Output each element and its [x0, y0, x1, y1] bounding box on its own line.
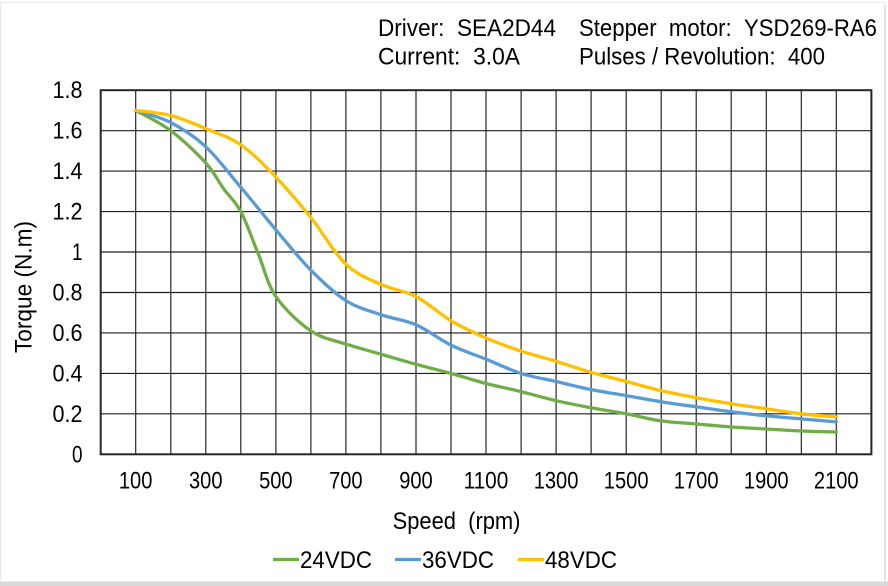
svg-text:1900: 1900 — [744, 467, 789, 494]
svg-text:500: 500 — [259, 467, 293, 494]
svg-text:Driver: SEA2D44: Driver: SEA2D44 — [378, 15, 556, 42]
svg-text:Pulses / Revolution: 400: Pulses / Revolution: 400 — [579, 44, 825, 71]
svg-text:700: 700 — [329, 467, 363, 494]
svg-text:Torque (N.m): Torque (N.m) — [11, 221, 38, 353]
svg-text:100: 100 — [119, 467, 152, 494]
svg-text:0: 0 — [72, 441, 83, 468]
svg-text:300: 300 — [189, 467, 223, 494]
svg-text:1: 1 — [72, 239, 83, 266]
svg-text:1.4: 1.4 — [53, 158, 83, 185]
svg-text:48VDC: 48VDC — [545, 547, 617, 574]
svg-text:36VDC: 36VDC — [422, 547, 494, 574]
svg-text:0.2: 0.2 — [53, 401, 83, 428]
svg-text:1100: 1100 — [464, 467, 509, 494]
svg-text:1500: 1500 — [604, 467, 649, 494]
svg-text:1.6: 1.6 — [53, 118, 83, 145]
svg-text:1300: 1300 — [534, 467, 579, 494]
svg-text:0.8: 0.8 — [53, 280, 83, 307]
svg-text:900: 900 — [399, 467, 433, 494]
svg-text:1700: 1700 — [674, 467, 719, 494]
svg-text:24VDC: 24VDC — [300, 547, 372, 574]
svg-text:2100: 2100 — [814, 467, 859, 494]
svg-text:0.6: 0.6 — [53, 320, 83, 347]
svg-text:1.8: 1.8 — [53, 77, 83, 104]
svg-text:Stepper motor: YSD269-RA6: Stepper motor: YSD269-RA6 — [579, 15, 877, 42]
svg-text:Speed (rpm): Speed (rpm) — [393, 508, 521, 535]
svg-text:0.4: 0.4 — [53, 360, 83, 387]
svg-text:Current: 3.0A: Current: 3.0A — [378, 44, 520, 71]
svg-text:1.2: 1.2 — [53, 199, 83, 226]
